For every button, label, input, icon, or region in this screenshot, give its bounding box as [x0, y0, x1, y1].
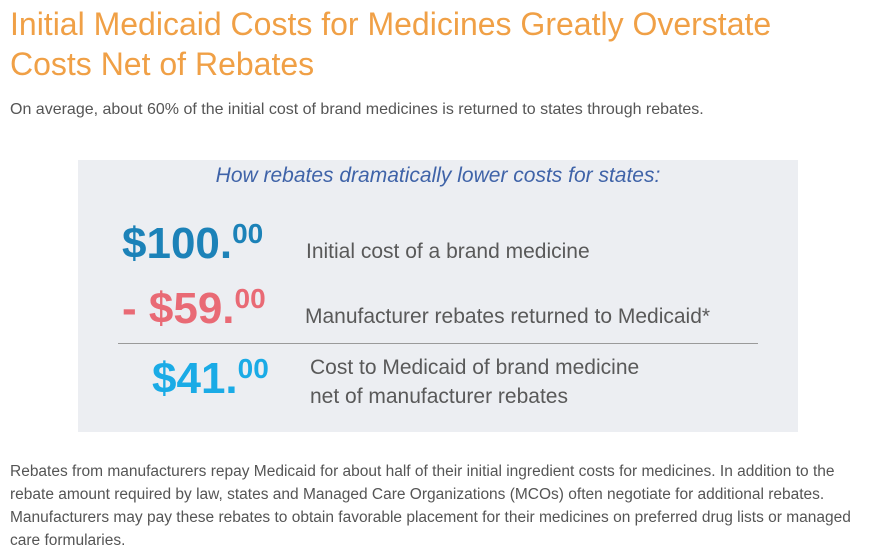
- net-cost-amount: $41.00: [152, 353, 269, 404]
- net-cost-description-line2: net of manufacturer rebates: [310, 385, 568, 408]
- page-title: Initial Medicaid Costs for Medicines Gre…: [10, 6, 772, 82]
- explanatory-paragraph: Rebates from manufacturers repay Medicai…: [10, 463, 851, 549]
- net-cost-cents: 00: [237, 353, 269, 384]
- initial-cost-amount: $100.00: [122, 218, 263, 269]
- panel-heading: How rebates dramatically lower costs for…: [215, 164, 661, 187]
- net-cost-dollars: $41.: [152, 354, 238, 403]
- net-cost-description-line1: Cost to Medicaid of brand medicine: [310, 356, 640, 379]
- initial-cost-dollars: $100.: [122, 219, 233, 268]
- rebate-dollars: - $59.: [122, 284, 235, 333]
- rebate-summary-panel: How rebates dramatically lower costs for…: [78, 160, 798, 432]
- rebate-cents: 00: [234, 283, 266, 314]
- divider-line: [118, 343, 758, 344]
- initial-cost-cents: 00: [232, 218, 264, 249]
- page-subtitle: On average, about 60% of the initial cos…: [10, 101, 704, 118]
- initial-cost-description: Initial cost of a brand medicine: [306, 240, 590, 263]
- rebate-description: Manufacturer rebates returned to Medicai…: [305, 305, 711, 328]
- rebate-amount: - $59.00: [122, 283, 266, 334]
